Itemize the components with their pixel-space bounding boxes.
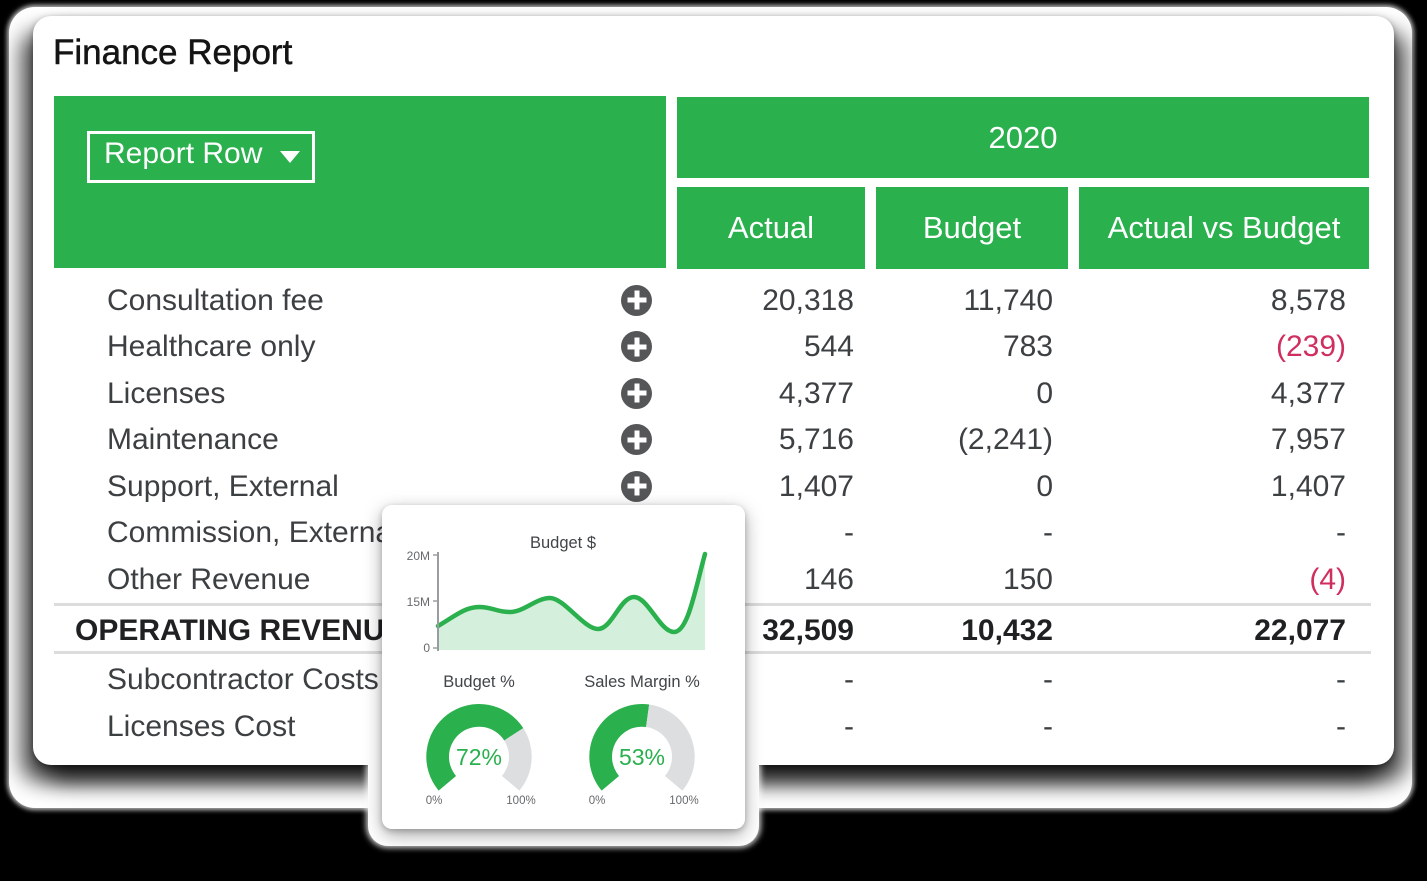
svg-text:20M: 20M — [407, 549, 430, 563]
svg-text:53%: 53% — [619, 744, 665, 770]
svg-text:0: 0 — [423, 641, 430, 655]
svg-text:100%: 100% — [506, 795, 535, 807]
svg-text:0%: 0% — [426, 795, 443, 807]
svg-text:100%: 100% — [669, 795, 698, 807]
svg-text:0%: 0% — [589, 795, 606, 807]
svg-text:72%: 72% — [456, 744, 502, 770]
svg-text:15M: 15M — [407, 595, 430, 609]
